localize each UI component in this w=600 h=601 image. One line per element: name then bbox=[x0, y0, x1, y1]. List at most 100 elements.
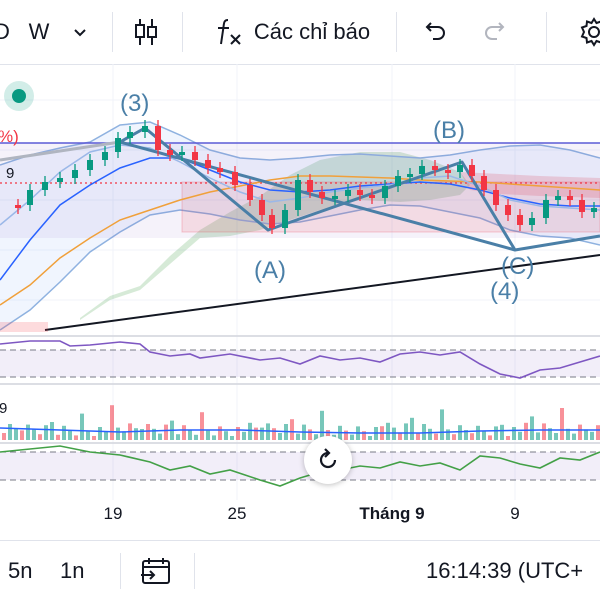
go-to-date-button[interactable] bbox=[140, 541, 172, 601]
indicators-button[interactable]: Các chỉ báo bbox=[204, 0, 380, 64]
volume-bar bbox=[248, 422, 252, 440]
price-chart[interactable]: (3) (A) (B) (C) (4) %) 9 9 bbox=[0, 64, 600, 540]
interval-button[interactable]: W bbox=[24, 0, 54, 64]
candle-body bbox=[217, 168, 223, 172]
volume-bar bbox=[212, 435, 216, 440]
volume-bar bbox=[518, 431, 522, 440]
chevron-down-icon bbox=[74, 29, 86, 37]
candle-body bbox=[332, 196, 338, 199]
chart-type-button[interactable] bbox=[124, 0, 168, 64]
volume-bar bbox=[278, 433, 282, 440]
volume-bar bbox=[404, 423, 408, 440]
candle-body bbox=[57, 178, 63, 182]
candle-body bbox=[555, 196, 561, 200]
interval-dropdown[interactable] bbox=[66, 0, 94, 64]
candle-body bbox=[247, 185, 253, 200]
volume-bar bbox=[176, 434, 180, 440]
volume-bar bbox=[428, 428, 432, 440]
volume-bar bbox=[548, 428, 552, 440]
reset-chart-button[interactable] bbox=[304, 436, 352, 484]
volume-bar bbox=[8, 424, 12, 440]
candle-body bbox=[179, 152, 185, 155]
live-dot-icon bbox=[12, 89, 26, 103]
range-5d-button[interactable]: 5n bbox=[8, 541, 32, 601]
volume-bar bbox=[314, 434, 318, 440]
volume-bar bbox=[434, 433, 438, 440]
candle-body bbox=[407, 174, 413, 177]
candle-body bbox=[481, 176, 487, 190]
candle-body bbox=[319, 192, 325, 198]
candle-body bbox=[72, 170, 78, 178]
bollinger-upper bbox=[0, 121, 600, 166]
long-trendline bbox=[44, 254, 600, 331]
range-5d-label: 5n bbox=[8, 558, 33, 583]
reset-icon bbox=[319, 448, 337, 469]
candle-body bbox=[469, 165, 475, 176]
clock-time: 16:14:39 (UTC+ bbox=[426, 558, 584, 583]
volume-bar bbox=[572, 433, 576, 440]
volume-bar bbox=[26, 424, 30, 440]
volume-bar bbox=[68, 430, 72, 440]
undo-icon bbox=[425, 22, 445, 40]
indicators-label: Các chỉ báo bbox=[253, 19, 371, 44]
volume-bar bbox=[2, 433, 6, 440]
fx-icon bbox=[217, 19, 241, 45]
volume-bar bbox=[230, 436, 234, 440]
live-indicator bbox=[4, 81, 34, 111]
volume-bar bbox=[584, 429, 588, 440]
volume-bar bbox=[224, 431, 228, 440]
candle-body bbox=[232, 172, 238, 185]
redo-button[interactable] bbox=[476, 0, 516, 64]
volume-bar bbox=[590, 431, 594, 440]
volume-bar bbox=[476, 425, 480, 440]
candlesticks bbox=[15, 120, 597, 234]
volume-bar bbox=[272, 428, 276, 440]
candle-body bbox=[505, 205, 511, 215]
candle-body bbox=[369, 195, 375, 198]
candle-body bbox=[115, 138, 121, 152]
candle-body bbox=[382, 186, 388, 198]
toolbar-divider bbox=[182, 12, 183, 52]
candle-body bbox=[529, 218, 535, 225]
symbol-text: D bbox=[0, 19, 10, 44]
volume-bar bbox=[20, 430, 24, 440]
volume-bar bbox=[92, 436, 96, 440]
bottom-divider bbox=[194, 553, 195, 589]
volume-bar bbox=[104, 431, 108, 440]
symbol-button[interactable]: D bbox=[0, 0, 12, 64]
chart-area[interactable]: (3) (A) (B) (C) (4) %) 9 9 bbox=[0, 64, 600, 540]
candle-body bbox=[591, 208, 597, 212]
interval-label: W bbox=[28, 19, 50, 44]
candlestick-icon bbox=[135, 19, 157, 45]
candle-body bbox=[269, 215, 275, 228]
volume-bar bbox=[542, 423, 546, 440]
x-axis: 19 25 Tháng 9 9 bbox=[0, 500, 600, 530]
x-tick: 25 bbox=[227, 504, 247, 523]
candle-body bbox=[395, 176, 401, 186]
volume-ma bbox=[0, 427, 600, 434]
timezone-button[interactable]: 16:14:39 (UTC+ bbox=[426, 541, 583, 601]
volume-bar bbox=[188, 430, 192, 440]
redo-icon bbox=[485, 22, 505, 40]
volume-bar bbox=[386, 422, 390, 440]
range-1d-button[interactable]: 1n bbox=[60, 541, 84, 601]
candle-body bbox=[259, 200, 265, 215]
volume-bars bbox=[2, 405, 600, 440]
volume-bar bbox=[398, 432, 402, 440]
undo-button[interactable] bbox=[414, 0, 454, 64]
volume-bar bbox=[74, 435, 78, 440]
candle-body bbox=[87, 160, 93, 170]
volume-bar bbox=[596, 425, 600, 440]
price-label-mid: 9 bbox=[6, 165, 14, 182]
wave-label-3: (3) bbox=[120, 90, 149, 117]
candle-body bbox=[345, 190, 351, 196]
volume-bar bbox=[368, 436, 372, 440]
bottom-divider bbox=[120, 553, 121, 589]
volume-bar bbox=[506, 436, 510, 440]
settings-button[interactable] bbox=[574, 0, 600, 64]
volume-bar bbox=[488, 435, 492, 440]
volume-bar bbox=[194, 434, 198, 440]
x-tick-month: Tháng 9 bbox=[359, 504, 425, 523]
volume-bar bbox=[446, 429, 450, 440]
candle-body bbox=[142, 126, 148, 132]
